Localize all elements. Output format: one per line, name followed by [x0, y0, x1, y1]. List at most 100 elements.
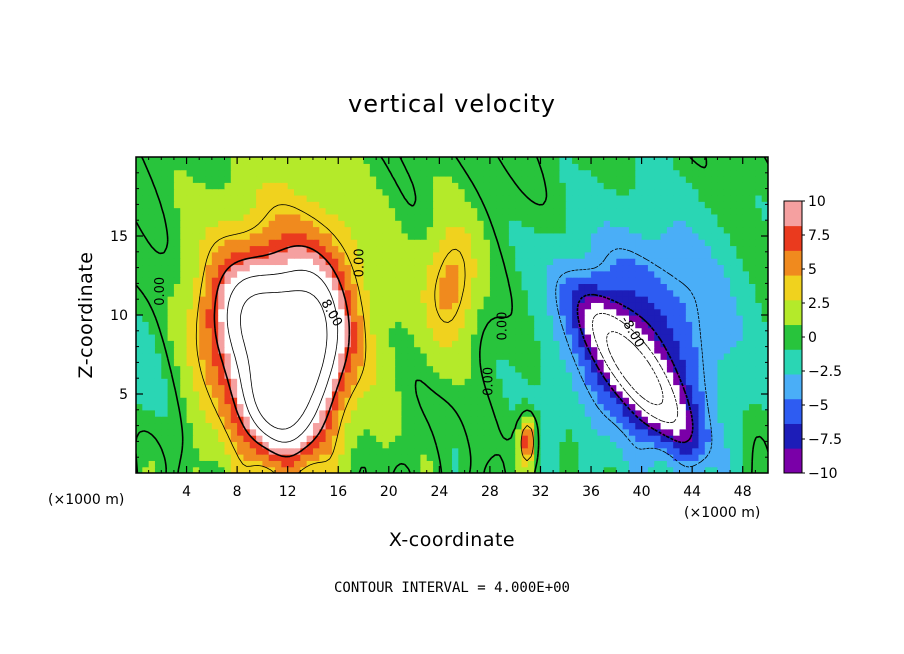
field-cell: [673, 182, 681, 190]
field-cell: [597, 302, 605, 310]
field-cell: [534, 321, 542, 329]
field-cell: [199, 226, 207, 234]
field-cell: [704, 428, 712, 436]
field-cell: [654, 302, 662, 310]
field-cell: [186, 308, 194, 316]
field-cell: [666, 220, 674, 228]
field-cell: [357, 213, 365, 221]
field-cell: [173, 466, 181, 473]
field-cell: [610, 226, 617, 234]
field-cell: [281, 384, 289, 392]
field-cell: [603, 403, 611, 411]
field-cell: [692, 251, 700, 259]
field-cell: [761, 441, 768, 449]
field-cell: [647, 251, 655, 259]
field-cell: [363, 188, 371, 196]
field-cell: [742, 188, 750, 196]
field-cell: [211, 283, 219, 291]
field-cell: [350, 296, 358, 303]
field-cell: [211, 466, 219, 473]
field-cell: [698, 340, 706, 348]
field-cell: [717, 175, 725, 183]
field-cell: [458, 315, 466, 322]
field-cell: [622, 289, 630, 297]
field-cell: [224, 207, 232, 215]
field-cell: [584, 327, 592, 335]
field-cell: [527, 201, 535, 209]
field-cell: [287, 283, 295, 291]
field-cell: [243, 352, 251, 360]
field-cell: [136, 454, 143, 461]
field-cell: [641, 454, 649, 461]
field-cell: [546, 163, 554, 171]
field-cell: [243, 447, 251, 455]
field-cell: [388, 270, 396, 278]
field-cell: [654, 163, 662, 171]
field-cell: [527, 441, 535, 449]
field-cell: [148, 251, 156, 259]
field-cell: [755, 270, 763, 278]
field-cell: [603, 416, 611, 424]
field-cell: [692, 346, 700, 354]
field-cell: [635, 308, 643, 316]
field-cell: [401, 226, 409, 234]
field-cell: [704, 194, 712, 202]
field-cell: [199, 220, 207, 228]
field-cell: [350, 333, 358, 341]
field-cell: [515, 333, 523, 341]
field-cell: [761, 384, 768, 392]
field-cell: [553, 428, 561, 436]
field-cell: [262, 283, 270, 291]
field-cell: [603, 422, 611, 430]
field-cell: [698, 466, 706, 473]
field-cell: [502, 207, 510, 215]
field-cell: [452, 460, 459, 468]
field-cell: [496, 283, 504, 291]
field-cell: [458, 409, 466, 417]
field-cell: [584, 422, 592, 430]
field-cell: [142, 277, 150, 284]
field-cell: [717, 409, 725, 417]
field-cell: [666, 251, 674, 259]
field-cell: [654, 352, 662, 360]
field-cell: [730, 403, 737, 411]
field-cell: [742, 302, 750, 310]
field-cell: [749, 270, 756, 278]
field-cell: [218, 213, 226, 221]
field-cell: [508, 422, 516, 430]
field-cell: [452, 289, 459, 297]
field-cell: [496, 416, 504, 424]
field-cell: [275, 283, 282, 291]
field-cell: [578, 289, 586, 297]
field-cell: [553, 308, 561, 316]
field-cell: [452, 352, 459, 360]
field-cell: [136, 308, 143, 316]
field-cell: [508, 226, 516, 234]
field-cell: [136, 194, 143, 202]
field-cell: [628, 428, 636, 436]
field-cell: [136, 289, 143, 297]
field-cell: [420, 359, 428, 367]
field-cell: [628, 258, 636, 266]
field-cell: [388, 315, 396, 322]
field-cell: [572, 251, 579, 259]
field-cell: [584, 441, 592, 449]
field-cell: [742, 327, 750, 335]
field-cell: [452, 251, 459, 259]
field-cell: [256, 201, 263, 209]
field-cell: [338, 182, 346, 190]
field-cell: [363, 163, 371, 171]
field-cell: [717, 251, 725, 259]
field-cell: [148, 384, 156, 392]
field-cell: [268, 251, 276, 259]
field-cell: [325, 371, 333, 379]
field-cell: [679, 169, 687, 177]
field-cell: [154, 327, 162, 335]
field-cell: [445, 251, 453, 259]
field-cell: [357, 454, 365, 461]
field-cell: [591, 359, 598, 367]
field-cell: [211, 207, 219, 215]
field-cell: [458, 188, 466, 196]
field-cell: [679, 188, 687, 196]
field-cell: [369, 175, 377, 183]
